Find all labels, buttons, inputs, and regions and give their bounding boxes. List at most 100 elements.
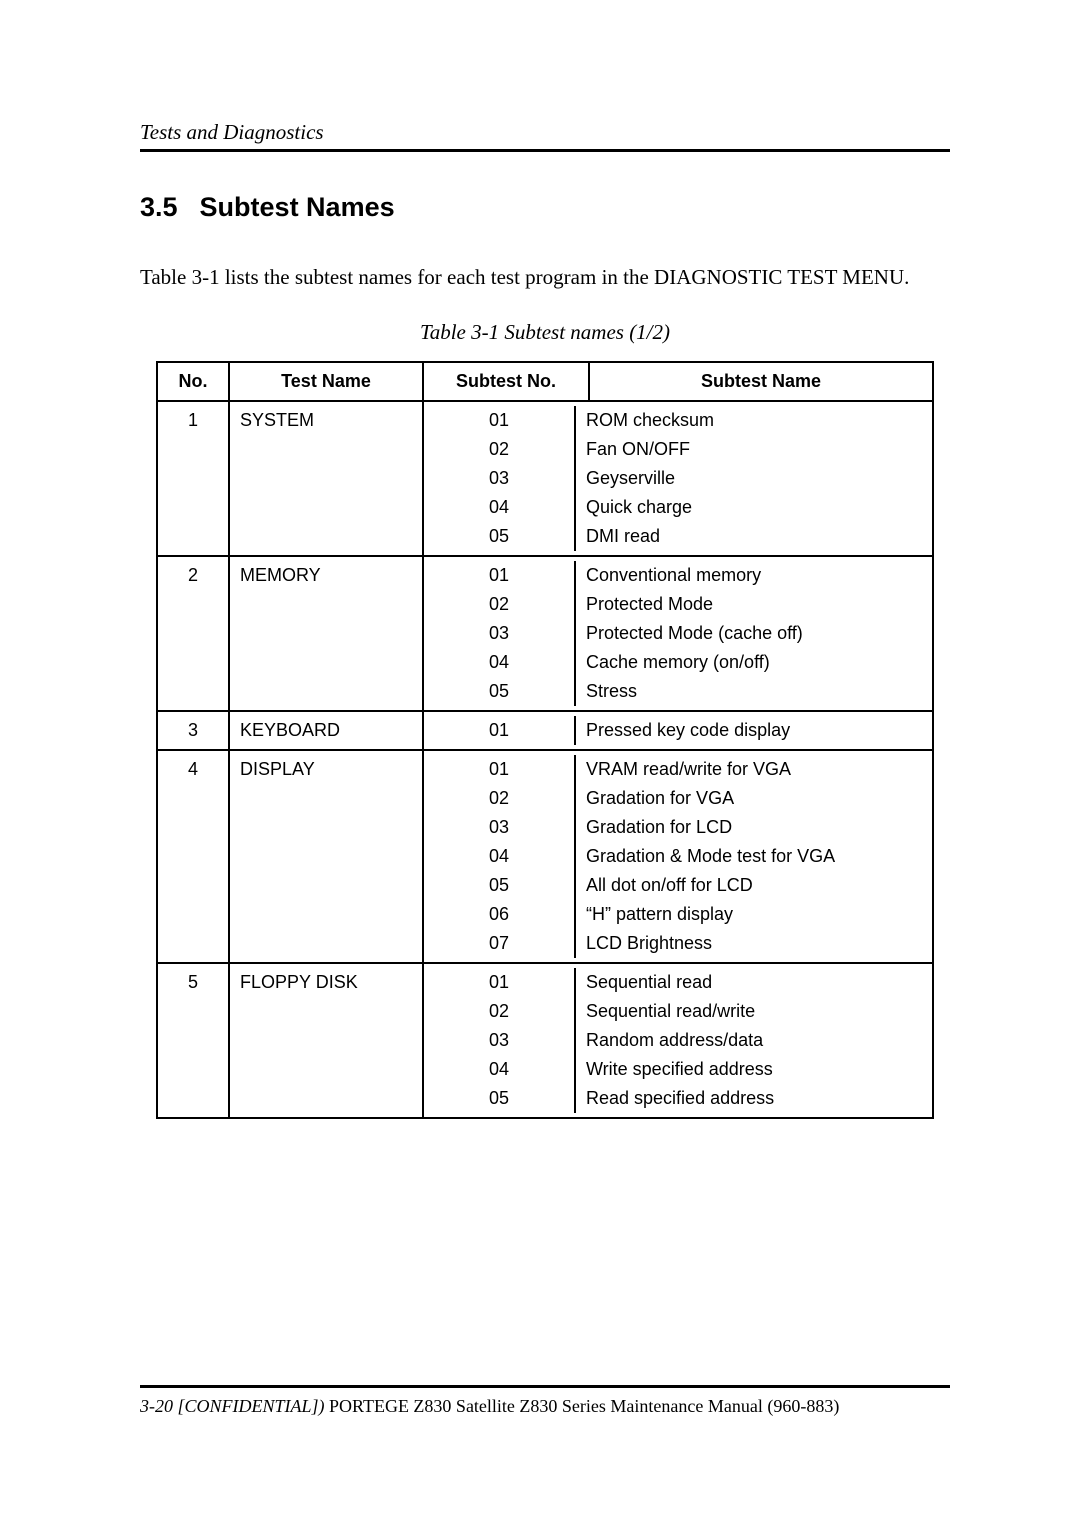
subtest-row: 03Geyserville — [424, 464, 932, 493]
subtest-no: 05 — [424, 677, 575, 706]
subtest-row: 07LCD Brightness — [424, 929, 932, 958]
subtest-row: 05Stress — [424, 677, 932, 706]
footer-page-label: 3-20 [CONFIDENTIAL]) — [140, 1396, 325, 1416]
subtest-row: 04Quick charge — [424, 493, 932, 522]
cell-test-name: SYSTEM — [229, 401, 423, 556]
subtest-row: 01Pressed key code display — [424, 716, 932, 745]
table-row: 5FLOPPY DISK01Sequential read02Sequentia… — [157, 963, 933, 1118]
table-header-row: No. Test Name Subtest No. Subtest Name — [157, 362, 933, 401]
subtest-no: 01 — [424, 968, 575, 997]
cell-subtests: 01Sequential read02Sequential read/write… — [423, 963, 933, 1118]
col-header-subtest-name: Subtest Name — [589, 362, 933, 401]
table-caption: Table 3-1 Subtest names (1/2) — [140, 320, 950, 345]
subtest-no: 03 — [424, 464, 575, 493]
cell-test-name: MEMORY — [229, 556, 423, 711]
cell-subtests: 01Conventional memory02Protected Mode03P… — [423, 556, 933, 711]
subtest-row: 01Sequential read — [424, 968, 932, 997]
subtest-no: 01 — [424, 561, 575, 590]
subtest-name: ROM checksum — [575, 406, 932, 435]
subtest-no: 02 — [424, 784, 575, 813]
cell-subtests: 01ROM checksum02Fan ON/OFF03Geyserville0… — [423, 401, 933, 556]
subtest-name: All dot on/off for LCD — [575, 871, 932, 900]
subtest-no: 01 — [424, 755, 575, 784]
section-number: 3.5 — [140, 192, 178, 222]
section-heading: 3.5 Subtest Names — [140, 192, 950, 223]
subtest-no: 05 — [424, 871, 575, 900]
subtest-row: 01Conventional memory — [424, 561, 932, 590]
subtest-name: Cache memory (on/off) — [575, 648, 932, 677]
table-row: 4DISPLAY01VRAM read/write for VGA02Grada… — [157, 750, 933, 963]
subtest-name: Random address/data — [575, 1026, 932, 1055]
section-intro: Table 3-1 lists the subtest names for ea… — [140, 265, 950, 290]
subtest-name: DMI read — [575, 522, 932, 551]
subtest-no: 04 — [424, 1055, 575, 1084]
subtest-name: Fan ON/OFF — [575, 435, 932, 464]
subtest-row: 02Gradation for VGA — [424, 784, 932, 813]
cell-test-name: FLOPPY DISK — [229, 963, 423, 1118]
subtest-table-body: 1SYSTEM01ROM checksum02Fan ON/OFF03Geyse… — [157, 401, 933, 1118]
subtest-row: 02Protected Mode — [424, 590, 932, 619]
subtest-name: “H” pattern display — [575, 900, 932, 929]
subtest-no: 02 — [424, 435, 575, 464]
cell-no: 3 — [157, 711, 229, 750]
subtest-no: 04 — [424, 648, 575, 677]
subtest-row: 06“H” pattern display — [424, 900, 932, 929]
subtest-name: Sequential read/write — [575, 997, 932, 1026]
subtest-row: 03Gradation for LCD — [424, 813, 932, 842]
subtest-name: Conventional memory — [575, 561, 932, 590]
subtest-no: 03 — [424, 1026, 575, 1055]
subtest-no: 06 — [424, 900, 575, 929]
footer-doc-title: PORTEGE Z830 Satellite Z830 Series Maint… — [325, 1396, 840, 1416]
subtest-row: 04Gradation & Mode test for VGA — [424, 842, 932, 871]
col-header-subtest-no: Subtest No. — [423, 362, 589, 401]
subtest-row: 05Read specified address — [424, 1084, 932, 1113]
subtest-name: Pressed key code display — [575, 716, 932, 745]
cell-no: 2 — [157, 556, 229, 711]
subtest-no: 04 — [424, 842, 575, 871]
subtest-row: 05All dot on/off for LCD — [424, 871, 932, 900]
subtest-name: Read specified address — [575, 1084, 932, 1113]
subtest-row: 03Random address/data — [424, 1026, 932, 1055]
cell-no: 4 — [157, 750, 229, 963]
subtest-row: 02Fan ON/OFF — [424, 435, 932, 464]
subtest-row: 05DMI read — [424, 522, 932, 551]
cell-test-name: KEYBOARD — [229, 711, 423, 750]
subtest-no: 05 — [424, 522, 575, 551]
cell-no: 5 — [157, 963, 229, 1118]
subtest-row: 04Cache memory (on/off) — [424, 648, 932, 677]
subtest-name: Quick charge — [575, 493, 932, 522]
subtest-row: 01VRAM read/write for VGA — [424, 755, 932, 784]
subtest-no: 02 — [424, 997, 575, 1026]
subtest-no: 02 — [424, 590, 575, 619]
section-title: Subtest Names — [200, 192, 395, 222]
subtest-table: No. Test Name Subtest No. Subtest Name 1… — [156, 361, 934, 1119]
subtest-name: Protected Mode (cache off) — [575, 619, 932, 648]
cell-subtests: 01Pressed key code display — [423, 711, 933, 750]
cell-no: 1 — [157, 401, 229, 556]
subtest-name: Write specified address — [575, 1055, 932, 1084]
table-row: 2MEMORY01Conventional memory02Protected … — [157, 556, 933, 711]
page-footer: 3-20 [CONFIDENTIAL]) PORTEGE Z830 Satell… — [140, 1385, 950, 1417]
cell-test-name: DISPLAY — [229, 750, 423, 963]
subtest-name: Gradation for VGA — [575, 784, 932, 813]
col-header-no: No. — [157, 362, 229, 401]
subtest-no: 05 — [424, 1084, 575, 1113]
subtest-name: Sequential read — [575, 968, 932, 997]
subtest-row: 01ROM checksum — [424, 406, 932, 435]
subtest-name: Gradation for LCD — [575, 813, 932, 842]
subtest-no: 01 — [424, 406, 575, 435]
subtest-row: 04Write specified address — [424, 1055, 932, 1084]
subtest-row: 03Protected Mode (cache off) — [424, 619, 932, 648]
subtest-no: 04 — [424, 493, 575, 522]
subtest-row: 02Sequential read/write — [424, 997, 932, 1026]
subtest-name: Geyserville — [575, 464, 932, 493]
subtest-name: Stress — [575, 677, 932, 706]
subtest-no: 03 — [424, 813, 575, 842]
table-row: 1SYSTEM01ROM checksum02Fan ON/OFF03Geyse… — [157, 401, 933, 556]
subtest-no: 07 — [424, 929, 575, 958]
subtest-name: VRAM read/write for VGA — [575, 755, 932, 784]
subtest-name: LCD Brightness — [575, 929, 932, 958]
running-head: Tests and Diagnostics — [140, 120, 950, 152]
subtest-no: 03 — [424, 619, 575, 648]
subtest-name: Protected Mode — [575, 590, 932, 619]
